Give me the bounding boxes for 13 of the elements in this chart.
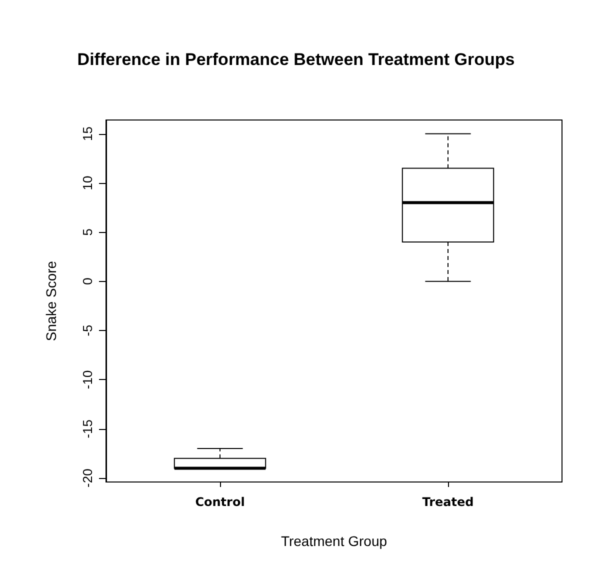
y-tick-label: -15 [80,419,95,438]
chart-title: Difference in Performance Between Treatment Groups [77,50,515,69]
y-tick-label: 15 [80,126,95,142]
x-axis-title: Treatment Group [280,533,388,549]
x-tick-label: Treated [422,495,474,509]
x-tick-label: Control [195,495,245,509]
y-tick-label: 5 [80,228,95,236]
y-tick-label: -20 [80,468,95,488]
y-tick-label: -5 [80,324,95,336]
y-tick-label: 0 [80,278,95,285]
y-axis-title: Snake Score [43,260,59,342]
y-tick-label: 10 [80,176,95,190]
y-tick-label: -10 [80,370,95,390]
